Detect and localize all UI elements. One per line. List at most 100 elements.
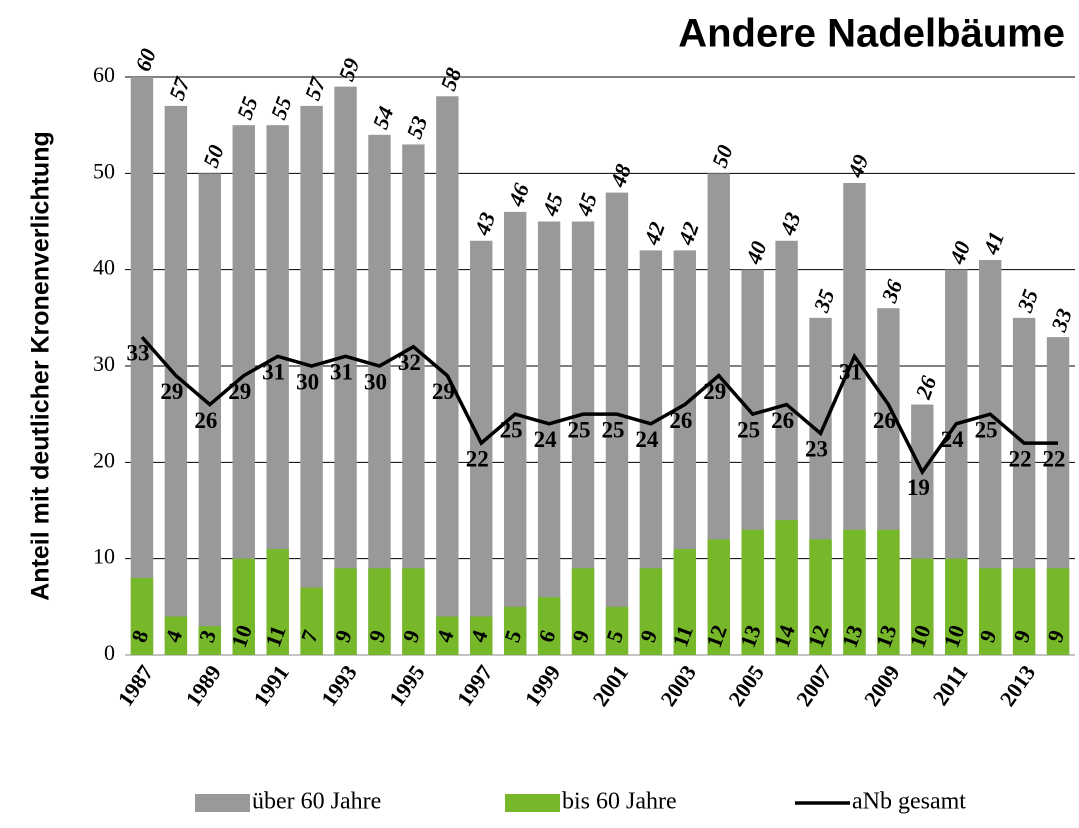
data-label: 29 bbox=[160, 379, 183, 404]
bar bbox=[232, 125, 255, 655]
data-label: 29 bbox=[228, 379, 251, 404]
data-label: 42 bbox=[672, 219, 703, 249]
y-tick-label: 20 bbox=[93, 447, 115, 472]
data-label: 29 bbox=[432, 379, 455, 404]
x-tick-label: 1989 bbox=[180, 660, 226, 710]
bar bbox=[537, 597, 561, 655]
data-label: 57 bbox=[164, 73, 195, 103]
bar bbox=[198, 173, 222, 656]
bar bbox=[503, 211, 527, 655]
data-label: 25 bbox=[568, 417, 591, 442]
bar bbox=[707, 539, 730, 655]
x-tick-label: 1987 bbox=[112, 660, 158, 710]
data-label: 59 bbox=[333, 55, 364, 84]
bar bbox=[1012, 568, 1036, 655]
legend-swatch bbox=[195, 794, 250, 812]
data-label: 24 bbox=[534, 427, 558, 452]
bar bbox=[300, 105, 323, 655]
bar bbox=[877, 529, 900, 655]
data-label: 26 bbox=[910, 373, 941, 403]
bar bbox=[470, 240, 493, 655]
data-label: 25 bbox=[975, 417, 998, 442]
bar bbox=[945, 558, 968, 655]
line bbox=[140, 335, 1059, 476]
bar bbox=[639, 250, 663, 655]
data-label: 35 bbox=[1012, 286, 1043, 316]
bar bbox=[775, 520, 798, 655]
data-label: 46 bbox=[503, 180, 534, 210]
data-label: 50 bbox=[198, 142, 229, 171]
data-label: 32 bbox=[398, 350, 421, 375]
y-tick-label: 10 bbox=[93, 544, 115, 569]
bar bbox=[809, 539, 832, 655]
bar bbox=[198, 626, 222, 655]
data-label: 25 bbox=[601, 417, 624, 442]
data-label: 31 bbox=[330, 360, 353, 385]
x-tick-label: 1991 bbox=[248, 660, 294, 710]
data-label: 26 bbox=[194, 408, 217, 433]
bar bbox=[911, 558, 934, 655]
bar bbox=[266, 125, 289, 655]
data-label: 55 bbox=[266, 93, 297, 122]
x-tick-label: 1999 bbox=[520, 660, 566, 710]
data-label: 40 bbox=[740, 238, 771, 268]
bar bbox=[571, 568, 595, 655]
x-tick-label: 2009 bbox=[859, 660, 905, 710]
bar bbox=[1046, 568, 1070, 655]
bar bbox=[334, 86, 357, 656]
bar bbox=[164, 616, 188, 655]
bar bbox=[571, 221, 595, 655]
bar bbox=[164, 105, 188, 655]
bar bbox=[402, 568, 425, 655]
data-label: 22 bbox=[1043, 446, 1066, 471]
data-label: 43 bbox=[774, 209, 805, 239]
data-label: 31 bbox=[262, 360, 285, 385]
bar bbox=[368, 568, 391, 655]
data-label: 60 bbox=[130, 45, 161, 74]
bar bbox=[639, 568, 663, 655]
bar bbox=[436, 616, 459, 655]
bar bbox=[470, 616, 493, 655]
data-label: 30 bbox=[364, 369, 387, 394]
x-tick-label: 1993 bbox=[316, 660, 362, 710]
legend-label: über 60 Jahre bbox=[252, 789, 381, 815]
bar bbox=[605, 192, 629, 655]
y-tick-label: 0 bbox=[104, 640, 115, 665]
bar bbox=[368, 134, 391, 656]
x-tick-label: 1995 bbox=[384, 660, 430, 710]
y-tick-label: 40 bbox=[93, 255, 115, 280]
data-label: 29 bbox=[703, 379, 726, 404]
chart-title: Andere Nadelbäume bbox=[678, 12, 1065, 56]
bar bbox=[402, 144, 425, 655]
data-label: 33 bbox=[126, 340, 149, 365]
data-label: 45 bbox=[537, 190, 568, 220]
bar bbox=[673, 549, 697, 655]
data-label: 26 bbox=[771, 408, 794, 433]
data-label: 25 bbox=[737, 417, 760, 442]
data-label: 43 bbox=[469, 209, 500, 239]
y-tick-label: 50 bbox=[93, 158, 115, 183]
y-axis-label: Anteil mit deutlicher Kronenverlichtung bbox=[27, 131, 55, 601]
data-label: 55 bbox=[232, 93, 263, 122]
data-label: 26 bbox=[873, 408, 896, 433]
bar bbox=[300, 587, 323, 655]
data-label: 42 bbox=[638, 219, 669, 249]
data-label: 26 bbox=[669, 408, 692, 433]
bar bbox=[266, 549, 289, 655]
data-label: 30 bbox=[296, 369, 319, 394]
y-tick-label: 30 bbox=[93, 351, 115, 376]
data-label: 31 bbox=[839, 360, 862, 385]
bar bbox=[130, 577, 154, 655]
bar bbox=[537, 221, 561, 655]
data-label: 49 bbox=[842, 151, 873, 181]
bar bbox=[978, 260, 1002, 655]
y-tick-label: 60 bbox=[93, 62, 115, 87]
bar bbox=[130, 77, 154, 655]
x-tick-label: 2007 bbox=[791, 660, 837, 710]
data-label: 35 bbox=[808, 286, 839, 316]
bar bbox=[232, 558, 255, 655]
data-label: 36 bbox=[876, 276, 907, 306]
data-label: 58 bbox=[435, 64, 466, 93]
bar bbox=[503, 606, 527, 655]
